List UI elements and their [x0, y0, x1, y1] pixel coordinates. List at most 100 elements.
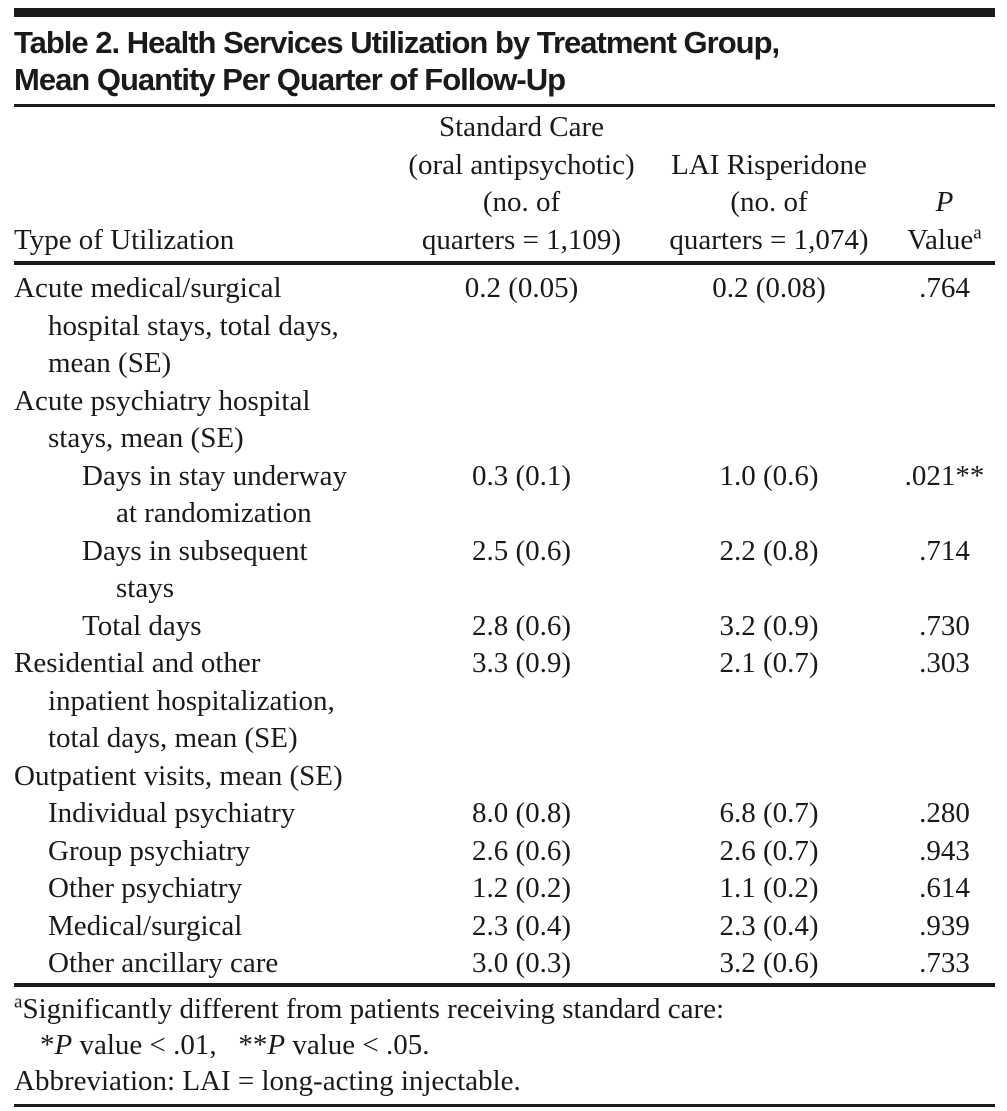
table-row: Residential and other 3.3 (0.9) 2.1 (0.7).…: [14, 645, 995, 683]
row-label: Medical/surgical: [48, 909, 243, 942]
standard-care-value: 0.2 (0.05): [464, 272, 579, 304]
table-row: Days in subsequent 2.5 (0.6) 2.2 (0.8) .714: [14, 533, 995, 571]
p-value: [894, 720, 995, 758]
lai-risperidone-value: [644, 570, 894, 608]
row-label: Group psychiatry: [48, 834, 251, 867]
p-value: [894, 758, 995, 796]
lai-risperidone-value: 1.1 (0.2): [719, 872, 819, 904]
footnote-p-thresholds: *P value < .01, **P value < .05.: [14, 1027, 995, 1063]
standard-care-value: 2.3 (0.4): [471, 909, 572, 942]
standard-care-value: [399, 383, 644, 421]
table-row: Total days 2.8 (0.6) 3.2 (0.9) .730: [14, 608, 995, 646]
table-row: at randomization: [14, 495, 995, 533]
standard-care-value: 3.0 (0.3): [471, 947, 572, 979]
header-lai-risperidone: LAI Risperidone (no. of quarters = 1,074…: [669, 148, 869, 256]
footnote-text-segment: value < .01,: [72, 1028, 239, 1061]
lai-risperidone-value: 3.2 (0.6): [719, 947, 819, 979]
standard-care-value: 1.2 (0.2): [471, 872, 572, 904]
row-label: at randomization: [116, 497, 312, 529]
table-row: hospital stays, total days,: [14, 308, 995, 346]
standard-care-value: 2.6 (0.6): [471, 834, 572, 867]
p-value: .714: [919, 534, 970, 567]
row-label: stays: [116, 572, 174, 604]
footnote-abbreviation: Abbreviation: LAI = long-acting injectab…: [14, 1064, 521, 1097]
table-row: Medical/surgical 2.3 (0.4) 2.3 (0.4) .939: [14, 908, 995, 946]
footnote-marker-a: a: [973, 221, 982, 243]
row-label: inpatient hospitalization,: [48, 684, 335, 717]
p-value: [894, 308, 995, 346]
table-row: Individual psychiatry 8.0 (0.8) 6.8 (0.7).…: [14, 795, 995, 833]
row-label: Acute psychiatry hospital: [14, 384, 311, 417]
table-row: stays: [14, 570, 995, 608]
standard-care-value: 0.3 (0.1): [471, 459, 572, 492]
p-value: .021**: [904, 459, 985, 492]
lai-risperidone-value: 2.2 (0.8): [719, 534, 819, 567]
table-row: Acute psychiatry hospital: [14, 383, 995, 421]
table-title-line1: Table 2. Health Services Utilization by …: [14, 25, 780, 60]
lai-risperidone-value: 6.8 (0.7): [719, 797, 819, 829]
bottom-rule: [14, 1103, 995, 1107]
header-standard-care: Standard Care (oral antipsychotic) (no. …: [408, 111, 635, 256]
standard-care-value: 2.5 (0.6): [471, 534, 572, 567]
lai-risperidone-value: [644, 683, 894, 721]
table-header-row: Type of Utilization Standard Care (oral …: [14, 107, 995, 261]
table-row: Other psychiatry 1.2 (0.2) 1.1 (0.2) .614: [14, 870, 995, 908]
table-footnotes: aSignificantly different from patients r…: [14, 987, 995, 1104]
table-row: Outpatient visits, mean (SE): [14, 758, 995, 796]
lai-risperidone-value: [644, 345, 894, 383]
p-value: .943: [919, 834, 970, 867]
footnote-significance: aSignificantly different from patients r…: [14, 990, 725, 1025]
row-label: hospital stays, total days,: [48, 309, 339, 342]
row-label: Days in stay underway: [82, 459, 347, 492]
table-row: Group psychiatry 2.6 (0.6) 2.6 (0.7) .943: [14, 833, 995, 871]
lai-risperidone-value: [644, 495, 894, 533]
p-value: .303: [919, 647, 970, 679]
header-value: Valuea: [907, 221, 982, 256]
row-label: mean (SE): [48, 347, 172, 379]
footnote-text-segment: *: [40, 1028, 55, 1061]
p-value: .614: [919, 872, 970, 904]
table-row: Days in stay underway 0.3 (0.1) 1.0 (0.6).…: [14, 458, 995, 496]
standard-care-value: [399, 420, 644, 458]
lai-risperidone-value: [644, 720, 894, 758]
p-value: [894, 383, 995, 421]
table-row: stays, mean (SE): [14, 420, 995, 458]
italic-p: P: [267, 1028, 286, 1061]
lai-risperidone-value: [644, 420, 894, 458]
lai-risperidone-value: 3.2 (0.9): [719, 609, 819, 642]
standard-care-value: [399, 570, 644, 608]
p-value: .730: [919, 609, 970, 642]
lai-risperidone-value: [644, 308, 894, 346]
italic-p: P: [54, 1028, 73, 1061]
p-value: .939: [919, 909, 970, 942]
standard-care-value: [399, 345, 644, 383]
table-title-line2: Mean Quantity Per Quarter of Follow-Up: [14, 62, 566, 97]
top-black-bar: [14, 8, 995, 17]
rule-under-header: [14, 261, 995, 265]
row-label: Other psychiatry: [48, 872, 243, 904]
p-value: [894, 570, 995, 608]
lai-risperidone-value: 0.2 (0.08): [712, 272, 826, 304]
table-row: total days, mean (SE): [14, 720, 995, 758]
table-row: inpatient hospitalization,: [14, 683, 995, 721]
header-type-of-utilization: Type of Utilization: [14, 223, 235, 256]
p-value: [894, 495, 995, 533]
header-p: P: [935, 186, 954, 218]
table-title: Table 2. Health Services Utilization by …: [14, 24, 995, 98]
footnote-text-segment: **: [238, 1028, 268, 1061]
p-value: [894, 345, 995, 383]
p-value: .764: [919, 272, 970, 304]
row-label: total days, mean (SE): [48, 722, 298, 754]
lai-risperidone-value: 2.1 (0.7): [719, 647, 819, 679]
standard-care-value: [399, 720, 644, 758]
p-value: .733: [919, 947, 970, 979]
footnote-text-segment: value < .05.: [285, 1028, 430, 1061]
rule-above-footnotes: [14, 982, 995, 987]
lai-risperidone-value: 2.3 (0.4): [719, 909, 819, 942]
standard-care-value: 2.8 (0.6): [471, 609, 572, 642]
lai-risperidone-value: 1.0 (0.6): [719, 459, 819, 492]
row-label: Residential and other: [14, 647, 261, 679]
standard-care-value: [399, 683, 644, 721]
row-label: Outpatient visits, mean (SE): [14, 759, 343, 792]
